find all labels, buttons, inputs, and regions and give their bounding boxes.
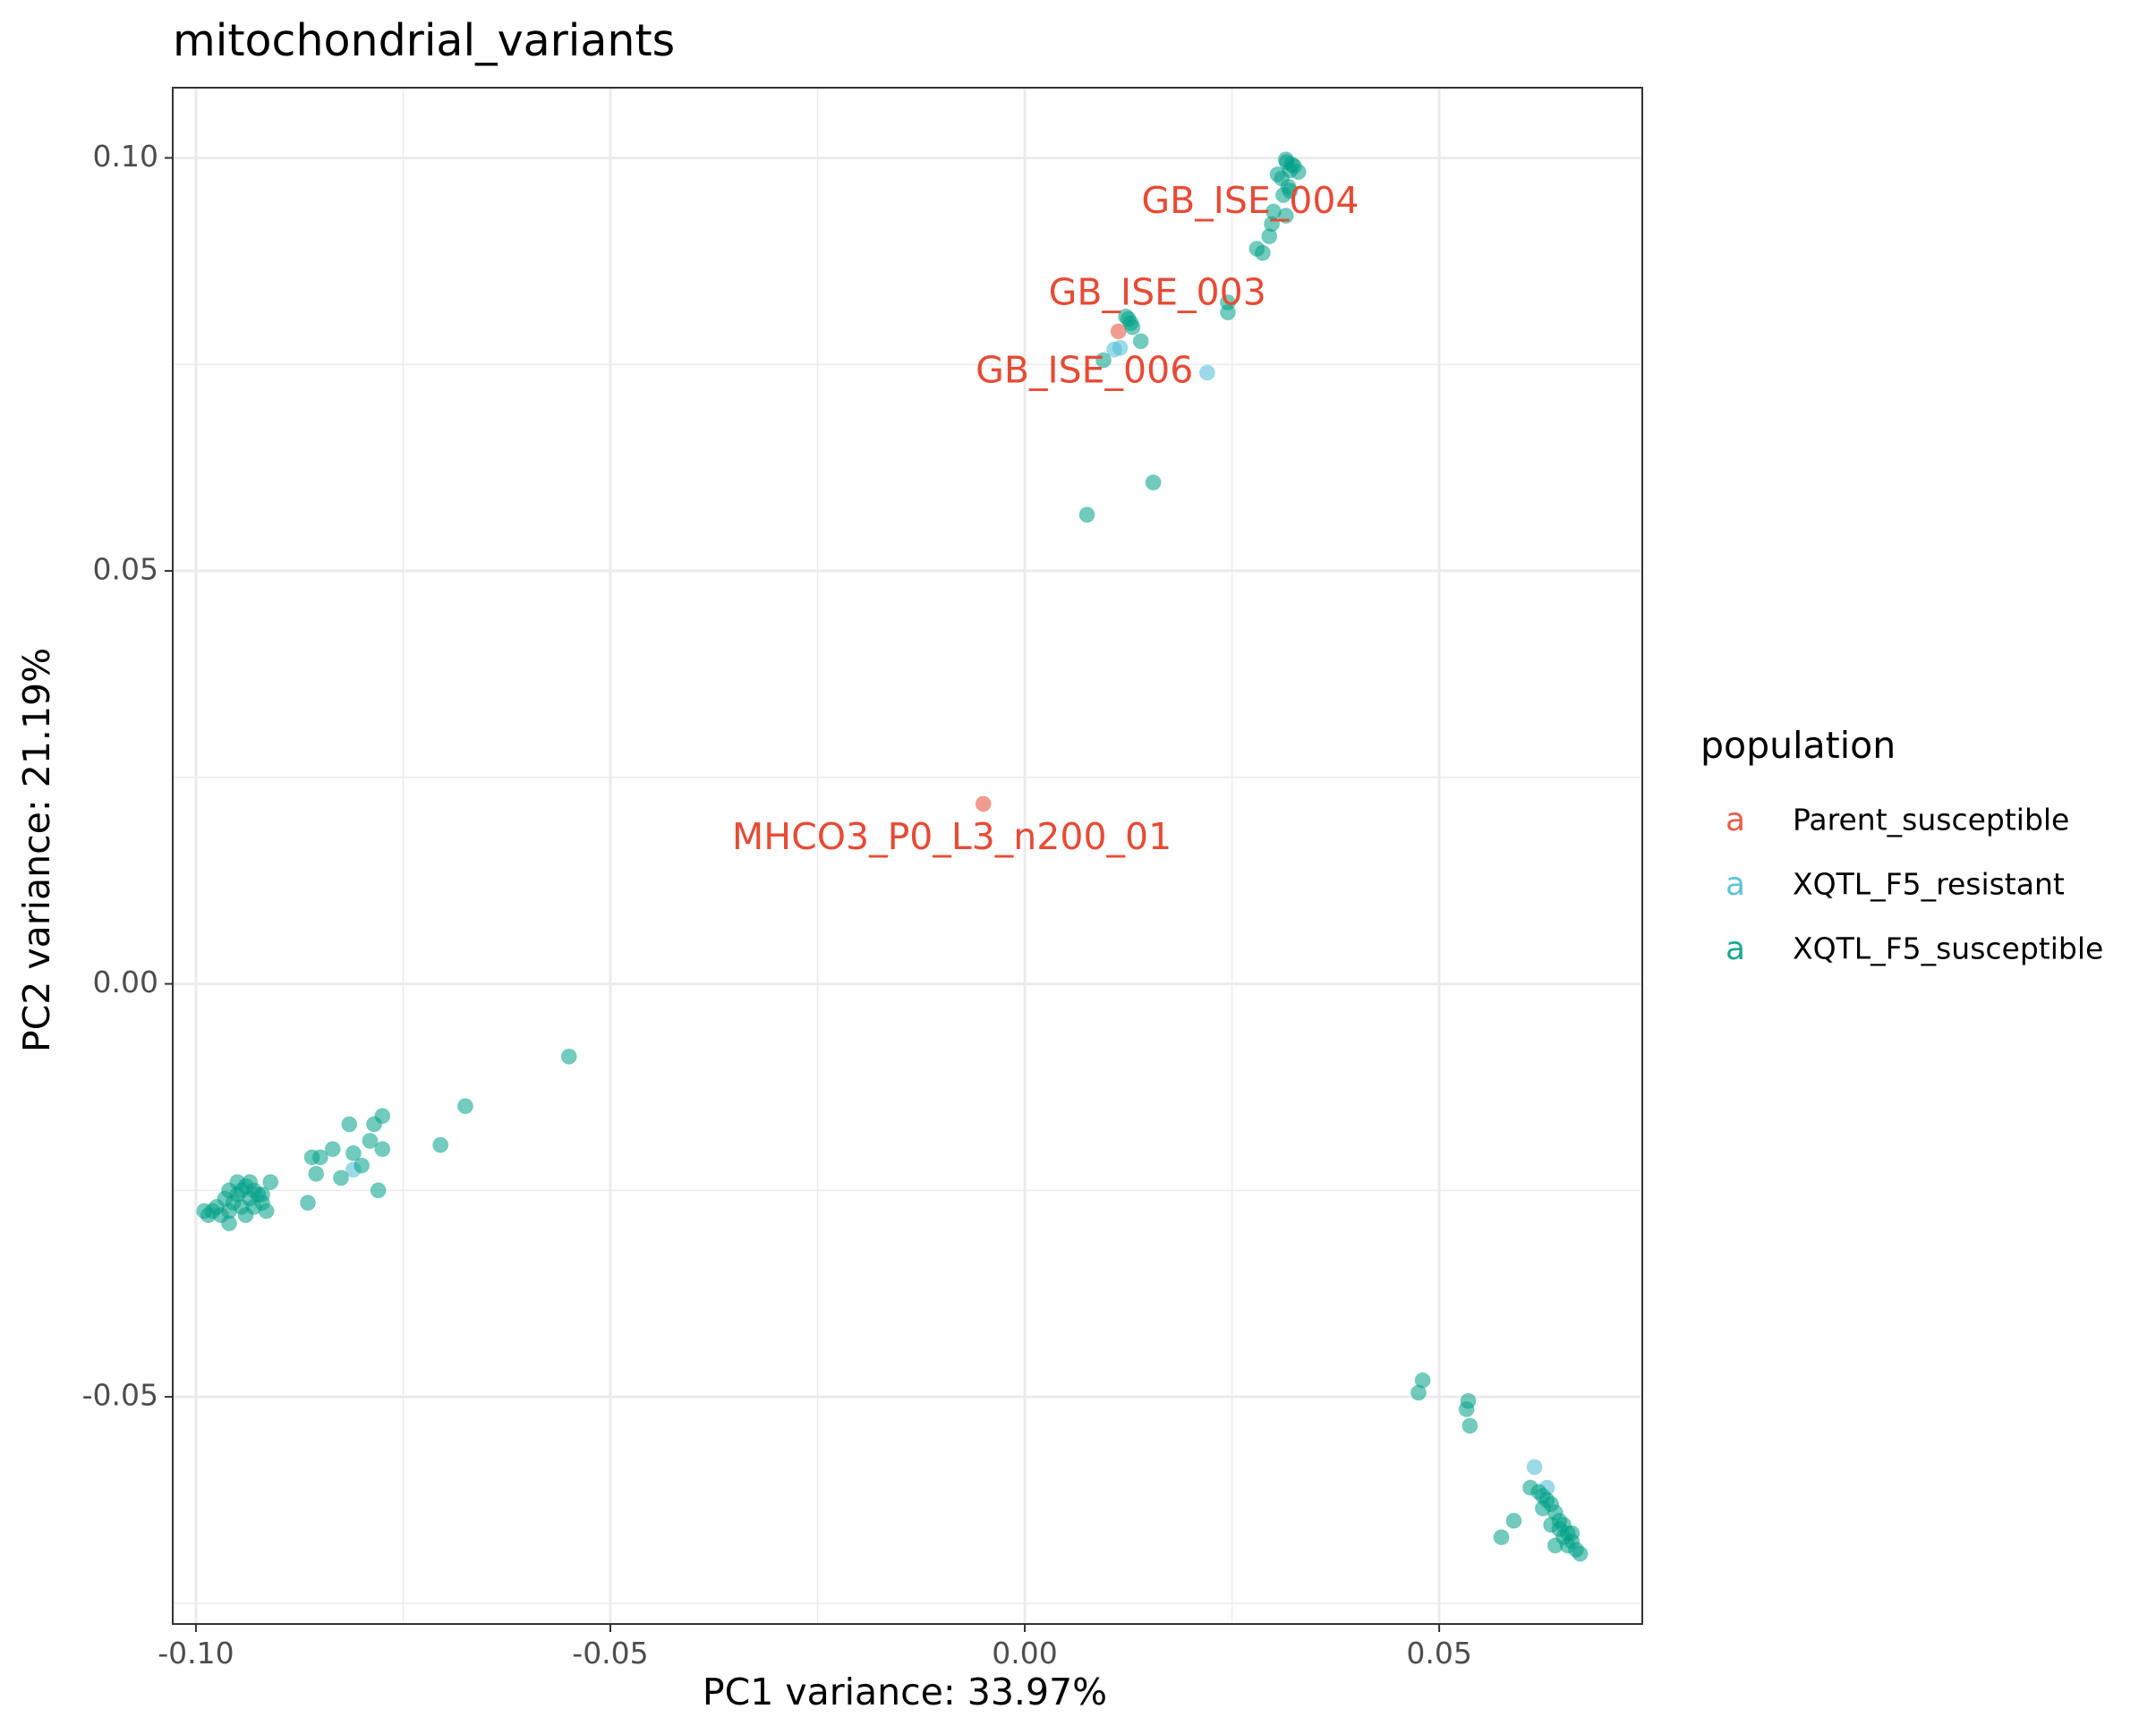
data-point-xqtl-f5-susceptible xyxy=(374,1141,391,1158)
data-point-xqtl-f5-susceptible xyxy=(345,1144,362,1161)
legend-item: a XQTL_F5_susceptible xyxy=(1726,931,2103,967)
data-point-xqtl-f5-susceptible xyxy=(1124,319,1141,336)
legend-title: population xyxy=(1700,724,1896,767)
data-point-xqtl-f5-susceptible xyxy=(370,1182,387,1199)
data-point-xqtl-f5-susceptible xyxy=(366,1116,383,1133)
data-point-xqtl-f5-susceptible xyxy=(245,1198,262,1215)
data-point-xqtl-f5-susceptible xyxy=(354,1157,371,1174)
legend-key: a xyxy=(1726,802,1745,838)
data-point-xqtl-f5-susceptible xyxy=(220,1215,237,1232)
plot-panel: GB_ISE_004 GB_ISE_003 GB_ISE_006 MHCO3_P0_L… xyxy=(172,87,1643,1625)
data-point-xqtl-f5-susceptible xyxy=(1564,1525,1581,1542)
data-point-xqtl-f5-susceptible xyxy=(333,1169,350,1186)
data-point-xqtl-f5-susceptible xyxy=(324,1141,341,1158)
x-axis-title: PC1 variance: 33.97% xyxy=(703,1671,1107,1713)
data-point-xqtl-f5-susceptible xyxy=(308,1165,325,1182)
data-point-xqtl-f5-susceptible xyxy=(341,1116,358,1133)
data-point-xqtl-f5-susceptible xyxy=(1534,1500,1551,1517)
y-tick-label: 0.00 xyxy=(93,965,158,999)
data-point-xqtl-f5-susceptible xyxy=(1132,333,1149,350)
y-tick-label: 0.10 xyxy=(93,139,158,174)
data-point-xqtl-f5-susceptible xyxy=(1254,244,1271,261)
y-tick-label: -0.05 xyxy=(82,1378,158,1413)
legend-item: a XQTL_F5_resistant xyxy=(1726,866,2065,903)
legend-key: a xyxy=(1726,866,1745,903)
panel-background xyxy=(173,88,1642,1624)
data-point-xqtl-f5-susceptible xyxy=(1572,1545,1589,1562)
point-label: GB_ISE_003 xyxy=(1049,271,1266,314)
data-point-xqtl-f5-susceptible xyxy=(1145,474,1162,491)
legend-label: XQTL_F5_susceptible xyxy=(1793,931,2103,966)
data-point-xqtl-f5-susceptible xyxy=(196,1203,213,1220)
data-point-xqtl-f5-susceptible xyxy=(1095,352,1112,369)
legend-label: Parent_susceptible xyxy=(1793,803,2069,837)
data-point-xqtl-f5-susceptible xyxy=(262,1174,279,1191)
y-tick-label: 0.05 xyxy=(93,552,158,587)
data-point-xqtl-f5-susceptible xyxy=(1461,1417,1479,1434)
x-tick-label: 0.00 xyxy=(992,1636,1057,1671)
legend-key: a xyxy=(1726,931,1745,967)
data-point-xqtl-f5-susceptible xyxy=(1078,506,1095,523)
y-axis-title: PC2 variance: 21.19% xyxy=(15,648,58,1052)
data-point-xqtl-f5-susceptible xyxy=(299,1195,316,1212)
x-tick-label: -0.05 xyxy=(572,1636,648,1671)
grid-major xyxy=(173,88,1642,1624)
data-point-xqtl-f5-susceptible xyxy=(1219,304,1236,321)
y-axis: 0.10 0.05 0.00 -0.05 xyxy=(82,139,173,1413)
x-tick-label: 0.05 xyxy=(1406,1636,1471,1671)
data-point-xqtl-f5-susceptible xyxy=(1493,1529,1510,1546)
data-point-parent-susceptible xyxy=(1110,323,1127,340)
data-point-xqtl-f5-susceptible xyxy=(1277,208,1294,225)
data-point-xqtl-f5-susceptible xyxy=(242,1174,259,1191)
data-point-xqtl-f5-susceptible xyxy=(362,1132,379,1149)
data-point-xqtl-f5-resistant xyxy=(1526,1458,1543,1475)
data-point-xqtl-f5-susceptible xyxy=(1261,228,1278,245)
x-tick-label: -0.10 xyxy=(158,1636,234,1671)
chart-title: mitochondrial_variants xyxy=(173,15,675,66)
data-point-xqtl-f5-susceptible xyxy=(1414,1372,1431,1389)
data-point-xqtl-f5-resistant xyxy=(1106,341,1123,358)
point-labels: GB_ISE_004 GB_ISE_003 GB_ISE_006 MHCO3_P0_L… xyxy=(732,179,1359,858)
data-point-xqtl-f5-susceptible xyxy=(1458,1400,1475,1417)
data-point-xqtl-f5-susceptible xyxy=(1282,183,1299,200)
panel-border xyxy=(172,87,1643,1625)
data-point-xqtl-f5-susceptible xyxy=(254,1186,271,1203)
point-label: GB_ISE_006 xyxy=(976,348,1193,391)
point-label: GB_ISE_004 xyxy=(1141,179,1359,222)
grid-minor xyxy=(173,88,1642,1624)
data-point-xqtl-f5-susceptible xyxy=(220,1182,237,1199)
data-point-xqtl-f5-susceptible xyxy=(1505,1512,1522,1529)
legend-item: a Parent_susceptible xyxy=(1726,802,2069,838)
data-point-xqtl-f5-susceptible xyxy=(456,1098,473,1115)
data-point-xqtl-f5-susceptible xyxy=(1283,156,1300,173)
data-point-xqtl-f5-susceptible xyxy=(1543,1517,1560,1534)
data-point-parent-susceptible xyxy=(975,795,992,812)
data-point-xqtl-f5-susceptible xyxy=(560,1048,577,1065)
data-point-xqtl-f5-susceptible xyxy=(432,1136,449,1153)
data-point-xqtl-f5-susceptible xyxy=(1547,1537,1564,1554)
data-point-xqtl-f5-susceptible xyxy=(303,1149,320,1166)
data-points xyxy=(196,151,1589,1562)
data-point-xqtl-f5-resistant xyxy=(1198,364,1215,381)
point-label: MHCO3_P0_L3_n200_01 xyxy=(732,815,1172,858)
legend-label: XQTL_F5_resistant xyxy=(1793,867,2065,902)
data-point-xqtl-f5-susceptible xyxy=(1269,166,1286,183)
x-axis: -0.10 -0.05 0.00 0.05 xyxy=(158,1624,1472,1671)
